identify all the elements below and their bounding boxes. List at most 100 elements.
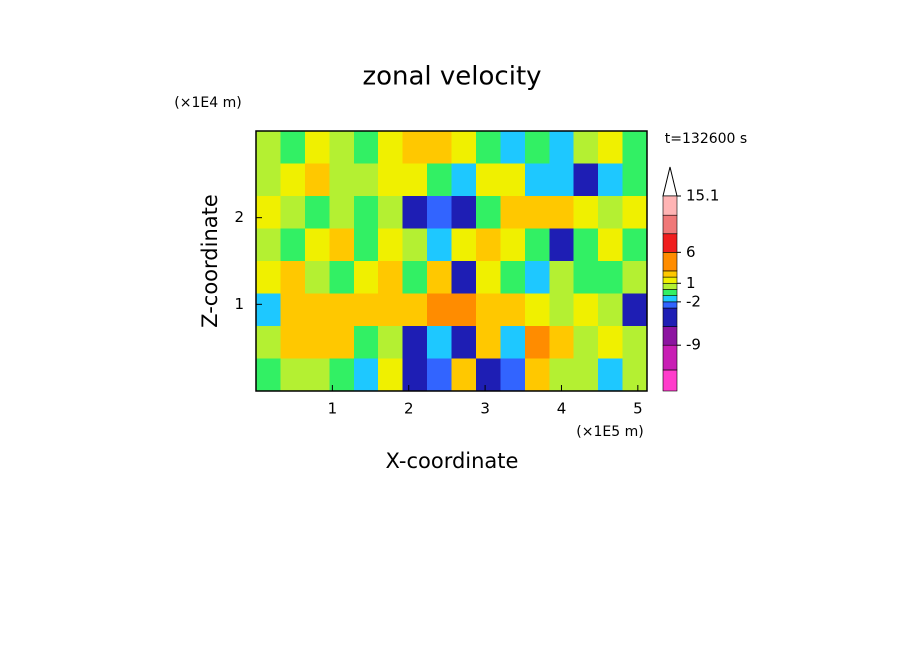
contour-cell bbox=[598, 326, 624, 360]
contour-cell bbox=[598, 131, 624, 165]
contour-cell bbox=[451, 326, 477, 360]
contour-cell bbox=[500, 293, 526, 327]
colorbar-box bbox=[662, 326, 678, 346]
contour-cell bbox=[353, 358, 379, 392]
contour-cell bbox=[427, 131, 452, 165]
contour-cell bbox=[304, 163, 330, 197]
contour-cell bbox=[524, 196, 550, 230]
contour-cell bbox=[475, 326, 501, 360]
contour-cell bbox=[378, 196, 404, 230]
colorbar-box bbox=[662, 295, 678, 303]
contour-cell bbox=[622, 196, 648, 230]
colorbar-tick-label: 1 bbox=[686, 274, 696, 292]
contour-cell bbox=[280, 358, 306, 392]
contour-cell bbox=[475, 131, 501, 165]
colorbar-box bbox=[662, 233, 678, 253]
contour-cell bbox=[256, 261, 281, 295]
contour-cell bbox=[329, 358, 355, 392]
contour-cell bbox=[500, 163, 526, 197]
contour-cell bbox=[549, 228, 575, 262]
contour-cell bbox=[402, 261, 428, 295]
contour-cell bbox=[353, 163, 379, 197]
contour-cell bbox=[524, 261, 550, 295]
contour-cell bbox=[475, 163, 501, 197]
contour-cell bbox=[573, 196, 599, 230]
colorbar-box bbox=[662, 282, 678, 290]
axes: 1 2 3 4 5 1 2 bbox=[234, 130, 648, 418]
contour-cell bbox=[475, 196, 501, 230]
contour-cell bbox=[353, 228, 379, 262]
contour-cell bbox=[451, 293, 477, 327]
contour-cell bbox=[402, 293, 428, 327]
contour-cell bbox=[304, 326, 330, 360]
contour-cell bbox=[622, 261, 648, 295]
contour-cell bbox=[353, 326, 379, 360]
contour-cell bbox=[280, 131, 306, 165]
time-label: t=132600 s bbox=[665, 131, 747, 147]
colorbar-box bbox=[662, 276, 678, 284]
contour-cell bbox=[549, 131, 575, 165]
contour-cell bbox=[280, 261, 306, 295]
contour-cell bbox=[427, 358, 452, 392]
contour-cell bbox=[353, 131, 379, 165]
colorbar-tick-label: 6 bbox=[686, 243, 696, 261]
x-tick-label: 3 bbox=[480, 400, 490, 418]
contour-cell bbox=[304, 293, 330, 327]
colorbar-box bbox=[662, 270, 678, 278]
contour-cell bbox=[524, 131, 550, 165]
contour-cell bbox=[353, 293, 379, 327]
colorbar-tick-label: -9 bbox=[686, 336, 701, 354]
contour-cell bbox=[256, 163, 281, 197]
y-unit: (×1E4 m) bbox=[174, 95, 241, 111]
contour-cell bbox=[598, 358, 624, 392]
contour-cell bbox=[524, 293, 550, 327]
contour-cell bbox=[256, 326, 281, 360]
contour-cell bbox=[402, 131, 428, 165]
contour-cell bbox=[475, 261, 501, 295]
contour-cell bbox=[475, 358, 501, 392]
contour-cell bbox=[475, 228, 501, 262]
contour-cell bbox=[622, 358, 648, 392]
contour-cell bbox=[524, 358, 550, 392]
contour-cell bbox=[402, 358, 428, 392]
contour-cell bbox=[622, 131, 648, 165]
contour-cell bbox=[598, 293, 624, 327]
x-axis-label: X-coordinate bbox=[386, 449, 519, 473]
contour-cell bbox=[500, 326, 526, 360]
contour-cell bbox=[573, 228, 599, 262]
contour-cell bbox=[256, 358, 281, 392]
contour-cell bbox=[280, 228, 306, 262]
contour-cell bbox=[304, 196, 330, 230]
contour-cell bbox=[622, 163, 648, 197]
contour-cell bbox=[378, 131, 404, 165]
contour-cell bbox=[549, 326, 575, 360]
contour-cell bbox=[304, 228, 330, 262]
contour-cell bbox=[280, 293, 306, 327]
contour-cell bbox=[475, 293, 501, 327]
contour-cell bbox=[427, 326, 452, 360]
contour-cell bbox=[451, 163, 477, 197]
contour-cell bbox=[451, 196, 477, 230]
x-unit: (×1E5 m) bbox=[576, 424, 643, 440]
contour-cell bbox=[280, 196, 306, 230]
contour-cell bbox=[402, 326, 428, 360]
contour-cell bbox=[573, 358, 599, 392]
contour-cell bbox=[598, 163, 624, 197]
colorbar-tick-label: -2 bbox=[686, 292, 701, 310]
contour-cell bbox=[549, 293, 575, 327]
contour-cell bbox=[427, 163, 452, 197]
contour-cell bbox=[353, 261, 379, 295]
contour-cell bbox=[256, 293, 281, 327]
contour-cell bbox=[622, 326, 648, 360]
contour-cell bbox=[549, 163, 575, 197]
y-tick-label: 1 bbox=[234, 295, 244, 313]
contour-cell bbox=[573, 293, 599, 327]
contour-cell bbox=[451, 228, 477, 262]
contour-cell bbox=[500, 358, 526, 392]
colorbar-tick-label: 15.1 bbox=[686, 187, 719, 205]
contour-cell bbox=[500, 228, 526, 262]
plot-frame bbox=[255, 130, 648, 392]
contour-cell bbox=[304, 358, 330, 392]
